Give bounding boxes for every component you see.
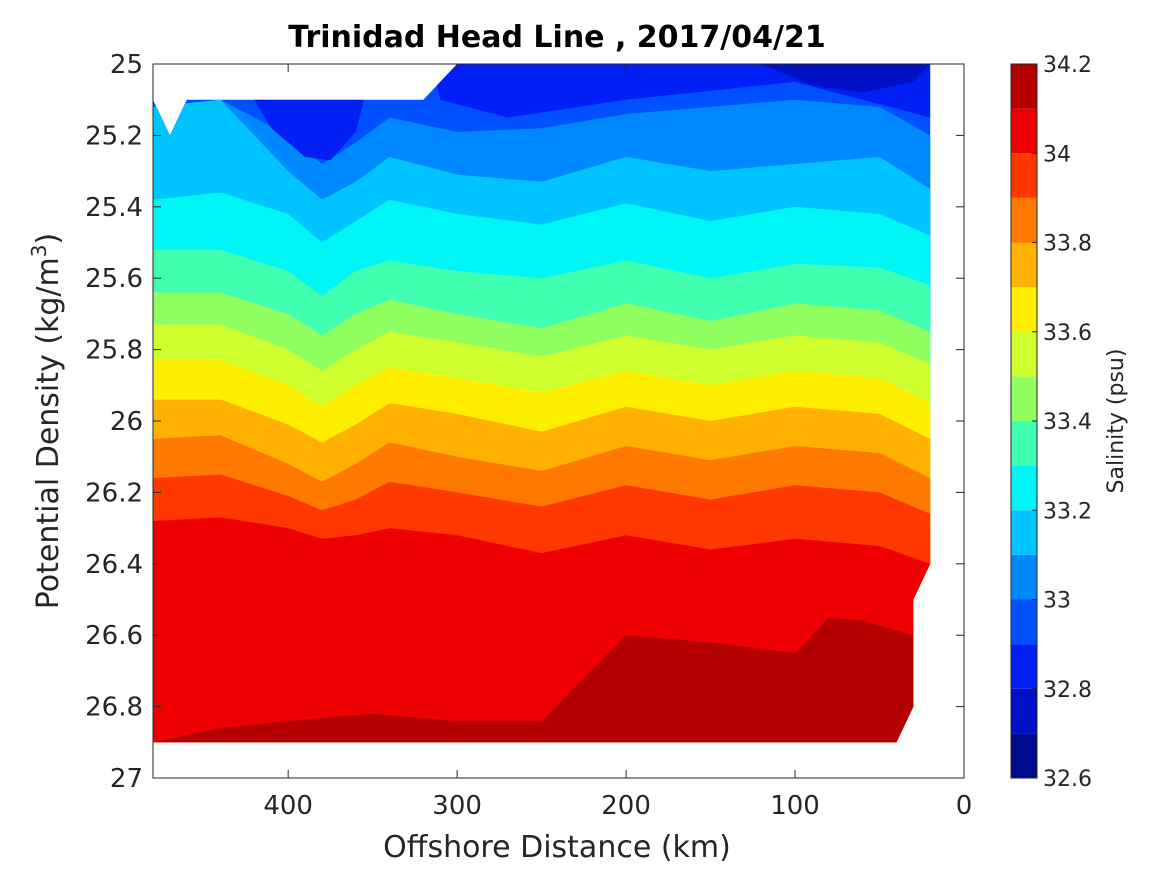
y-tick-label: 25.8 bbox=[85, 336, 143, 366]
colorbar-tick-label: 33 bbox=[1043, 589, 1071, 614]
y-axis-label-superscript: 3 bbox=[27, 244, 51, 257]
y-tick-label: 25.2 bbox=[85, 121, 143, 151]
colorbar-segment bbox=[1011, 554, 1037, 600]
contour-field bbox=[153, 64, 931, 743]
y-tick-label: 26 bbox=[110, 407, 143, 437]
contour-patch-34-1-a bbox=[609, 710, 711, 743]
colorbar-tick-label: 34 bbox=[1043, 142, 1071, 167]
colorbar-segment bbox=[1011, 644, 1037, 689]
colorbar-segment bbox=[1011, 64, 1037, 109]
plot-area: 400 300 200 100 0 25 25.2 25.4 25.6 25.8 26 26.2 26.… bbox=[85, 50, 972, 821]
y-tick-label: 25.4 bbox=[85, 193, 143, 223]
colorbar-segment bbox=[1011, 421, 1037, 466]
contour-patch-34-1-b bbox=[803, 703, 914, 743]
y-axis-label-end: ) bbox=[31, 233, 66, 245]
x-tick-label: 400 bbox=[263, 791, 313, 821]
colorbar-tick-label: 33.4 bbox=[1043, 410, 1092, 435]
colorbar-segment bbox=[1011, 197, 1037, 243]
colorbar-tick-label: 33.8 bbox=[1043, 232, 1092, 257]
contour-patch-32-7 bbox=[761, 64, 931, 93]
colorbar-segment bbox=[1011, 108, 1037, 154]
contour-band-34 bbox=[153, 617, 931, 743]
x-axis-label: Offshore Distance (km) bbox=[383, 830, 731, 865]
colorbar: 32.6 32.8 33 33.2 33.4 33.6 33.8 34 34.2 bbox=[1010, 53, 1092, 792]
colorbar-segment bbox=[1011, 242, 1037, 288]
colorbar-segment bbox=[1011, 599, 1037, 645]
y-tick-label: 26.2 bbox=[85, 478, 143, 508]
y-tick-label: 25 bbox=[110, 50, 143, 80]
colorbar-segment bbox=[1011, 153, 1037, 198]
colorbar-tick-label: 32.8 bbox=[1043, 678, 1092, 703]
colorbar-segment bbox=[1011, 688, 1037, 734]
colorbar-segment bbox=[1011, 376, 1037, 421]
colorbar-segment bbox=[1011, 287, 1037, 332]
x-tick-label: 300 bbox=[432, 791, 482, 821]
y-tick-label: 26.8 bbox=[85, 693, 143, 723]
colorbar-segment bbox=[1011, 510, 1037, 555]
contour-patch-32-8-west bbox=[254, 99, 365, 161]
y-tick-label: 25.6 bbox=[85, 264, 143, 294]
colorbar-tick-label: 33.6 bbox=[1043, 321, 1092, 346]
x-tick-label: 200 bbox=[601, 791, 651, 821]
y-axis-label-main: Potential Density (kg/m bbox=[31, 257, 66, 609]
chart-title: Trinidad Head Line , 2017/04/21 bbox=[288, 20, 825, 55]
y-tick-label: 26.4 bbox=[85, 550, 143, 580]
colorbar-label: Salinity (psu) bbox=[1104, 349, 1129, 494]
y-axis-label: Potential Density (kg/m3) bbox=[27, 233, 66, 609]
colorbar-segment bbox=[1011, 465, 1037, 511]
colorbar-tick-label: 34.2 bbox=[1043, 53, 1092, 78]
colorbar-tick-label: 32.6 bbox=[1043, 767, 1092, 792]
y-tick-label: 26.6 bbox=[85, 621, 143, 651]
x-tick-label: 0 bbox=[956, 791, 973, 821]
colorbar-segment bbox=[1011, 733, 1037, 778]
colorbar-tick-label: 33.2 bbox=[1043, 499, 1092, 524]
colorbar-segment bbox=[1011, 331, 1037, 377]
x-tick-label: 100 bbox=[770, 791, 820, 821]
y-tick-label: 27 bbox=[110, 764, 143, 794]
